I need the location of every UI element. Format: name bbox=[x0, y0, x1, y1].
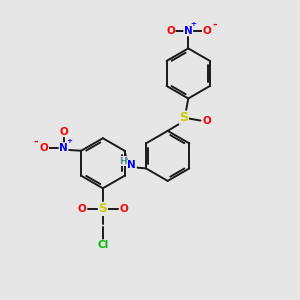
Text: O: O bbox=[202, 26, 211, 36]
Text: O: O bbox=[77, 204, 86, 214]
Text: N: N bbox=[184, 26, 193, 36]
Text: O: O bbox=[59, 127, 68, 136]
Text: S: S bbox=[179, 111, 188, 124]
Text: O: O bbox=[166, 26, 175, 36]
Text: O: O bbox=[40, 143, 49, 153]
Text: -: - bbox=[212, 20, 217, 30]
Text: +: + bbox=[190, 21, 196, 27]
Text: H: H bbox=[119, 157, 127, 166]
Text: N: N bbox=[128, 160, 136, 170]
Text: N: N bbox=[59, 143, 68, 153]
Text: +: + bbox=[66, 138, 72, 144]
Text: O: O bbox=[120, 204, 128, 214]
Text: Cl: Cl bbox=[97, 240, 109, 250]
Text: O: O bbox=[202, 116, 211, 126]
Text: S: S bbox=[98, 202, 107, 215]
Text: -: - bbox=[34, 137, 38, 147]
